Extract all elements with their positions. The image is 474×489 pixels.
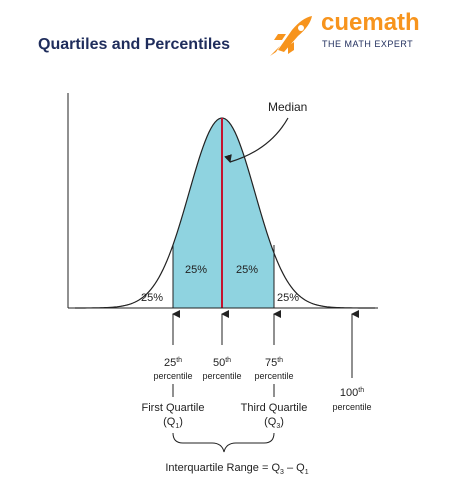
quartile-name: Third Quartile [241,402,308,414]
paren: ) [280,416,284,428]
symbol: Q [296,462,305,474]
suffix: th [277,357,283,364]
area-label: 25% [141,292,163,304]
percentile-number: 75th [265,357,283,369]
brand: cuemath [321,9,420,36]
iqr-formula: Interquartile Range = Q3 – Q1 [165,462,308,476]
logo: cuemath THE MATH EXPERT [270,9,420,56]
minus: – [284,462,296,474]
iqr-label: Interquartile Range = [165,462,271,474]
subscript: 3 [276,423,280,430]
symbol: Q [271,462,280,474]
plot [67,93,378,309]
quartile-symbol: (Q3) [264,416,284,430]
shaded-area [173,118,274,308]
median-arrow [224,117,289,163]
symbol: Q [268,416,277,428]
percentile-number: 25th [164,357,182,369]
suffix: th [225,357,231,364]
median-label: Median [268,100,307,114]
percentile-word: percentile [153,371,192,381]
tagline: THE MATH EXPERT [322,39,413,49]
area-label: 25% [277,292,299,304]
quartile-name: First Quartile [142,402,205,414]
subscript: 1 [175,423,179,430]
number: 75 [265,357,277,369]
number: 50 [213,357,225,369]
area-label: 25% [185,264,207,276]
paren: ( [163,416,167,428]
percentile-number: 100th [340,387,364,399]
quartile-symbol: (Q1) [163,416,183,430]
suffix: th [176,357,182,364]
number: 100 [340,387,358,399]
percentile-labels: 25th percentile 50th percentile 75th per… [142,357,372,430]
percentile-word: percentile [202,371,241,381]
suffix: th [358,387,364,394]
percentile-number: 50th [213,357,231,369]
percentile-word: percentile [332,402,371,412]
subscript: 3 [280,469,284,476]
brace [172,432,275,453]
percentile-arrows [172,310,359,397]
bell-curve [75,117,376,309]
number: 25 [164,357,176,369]
subscript: 1 [305,469,309,476]
title: Quartiles and Percentiles [38,36,230,53]
paren: ) [179,416,183,428]
area-label: 25% [236,264,258,276]
percentile-word: percentile [254,371,293,381]
symbol: Q [167,416,176,428]
paren: ( [264,416,268,428]
